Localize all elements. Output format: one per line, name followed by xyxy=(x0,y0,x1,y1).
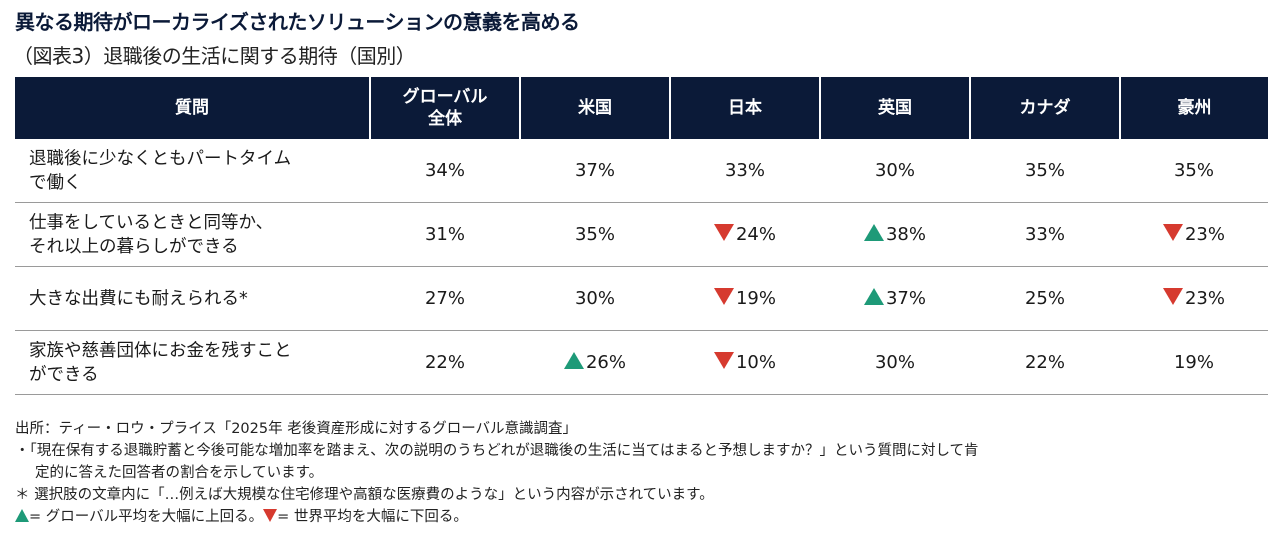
cell-value: 30% xyxy=(574,288,615,309)
triangle-down-icon xyxy=(263,509,278,522)
triangle-up-icon xyxy=(563,352,584,369)
question-cell: 大きな出費にも耐えられる* xyxy=(15,266,370,331)
figure-subtitle: （図表3）退職後の生活に関する期待（国別） xyxy=(13,44,416,68)
value-cell: 25% xyxy=(970,266,1120,331)
asterisk-note: ＊ 選択肢の文章内に「…例えば大規模な住宅修理や高額な医療費のような」という内容… xyxy=(15,487,714,503)
value-cell: 35% xyxy=(970,139,1120,203)
cell-value: 33% xyxy=(724,160,765,181)
value-cell: 22% xyxy=(970,330,1120,395)
value-cell: 37% xyxy=(820,266,970,331)
value-cell: 35% xyxy=(1120,139,1268,203)
question-cell: 家族や慈善団体にお金を残すこと ができる xyxy=(15,330,370,395)
cell-value: 27% xyxy=(424,288,465,309)
column-header: 英国 xyxy=(820,77,971,139)
value-cell: 38% xyxy=(820,202,970,267)
column-header: 質問 xyxy=(15,77,371,139)
cell-value: 30% xyxy=(874,352,915,373)
cell-value: 22% xyxy=(424,352,465,373)
value-cell: 30% xyxy=(820,139,970,203)
cell-value: 22% xyxy=(1024,352,1065,373)
question-note: ・「現在保有する退職貯蓄と今後可能な増加率を踏まえ、次の説明のうちどれが退職後の… xyxy=(15,443,979,459)
cell-value: 10% xyxy=(735,352,776,373)
cell-value: 38% xyxy=(885,224,926,245)
legend-up-text: = グローバル平均を大幅に上回る。 xyxy=(29,509,264,525)
cell-value: 30% xyxy=(874,160,915,181)
triangle-down-icon xyxy=(1162,288,1183,305)
value-cell: 31% xyxy=(370,202,520,267)
triangle-down-icon xyxy=(713,288,734,305)
source-note: 出所：ティー・ロウ・プライス「2025年 老後資産形成に対するグローバル意識調査… xyxy=(15,421,578,437)
triangle-down-icon xyxy=(713,352,734,369)
cell-value: 23% xyxy=(1184,224,1225,245)
page-title: 異なる期待がローカライズされたソリューションの意義を高める xyxy=(15,10,580,34)
expectations-table: 質問 グローバル 全体 米国 日本 英国 カナダ 豪州 退職後に少なくともパートタイム で働… xyxy=(15,77,1268,395)
value-cell: 30% xyxy=(520,266,670,331)
table-row: 大きな出費にも耐えられる* 27% 30% 19% 37% 25% 23% xyxy=(15,266,1268,331)
legend-note: = グローバル平均を大幅に上回る。 = 世界平均を大幅に下回る。 xyxy=(15,506,1270,528)
cell-value: 35% xyxy=(574,224,615,245)
value-cell: 23% xyxy=(1120,266,1268,331)
cell-value: 19% xyxy=(1173,352,1214,373)
cell-value: 35% xyxy=(1024,160,1065,181)
cell-value: 33% xyxy=(1024,224,1065,245)
value-cell: 26% xyxy=(520,330,670,395)
legend-down-text: = 世界平均を大幅に下回る。 xyxy=(277,509,468,525)
value-cell: 35% xyxy=(520,202,670,267)
value-cell: 34% xyxy=(370,139,520,203)
value-cell: 19% xyxy=(1120,330,1268,395)
value-cell: 24% xyxy=(670,202,820,267)
cell-value: 34% xyxy=(424,160,465,181)
cell-value: 35% xyxy=(1173,160,1214,181)
column-header: カナダ xyxy=(970,77,1121,139)
cell-value: 19% xyxy=(735,288,776,309)
triangle-down-icon xyxy=(1162,224,1183,241)
question-cell: 退職後に少なくともパートタイム で働く xyxy=(15,139,370,203)
footnotes: 出所：ティー・ロウ・プライス「2025年 老後資産形成に対するグローバル意識調査… xyxy=(15,418,1270,528)
table-row: 家族や慈善団体にお金を残すこと ができる 22% 26% 10% 30% 22% 19% xyxy=(15,330,1268,395)
table-row: 退職後に少なくともパートタイム で働く 34% 37% 33% 30% 35% 35% xyxy=(15,139,1268,203)
question-cell: 仕事をしているときと同等か、 それ以上の暮らしができる xyxy=(15,202,370,267)
value-cell: 22% xyxy=(370,330,520,395)
table-row: 仕事をしているときと同等か、 それ以上の暮らしができる 31% 35% 24% 38% 3… xyxy=(15,202,1268,267)
value-cell: 37% xyxy=(520,139,670,203)
triangle-down-icon xyxy=(713,224,734,241)
value-cell: 23% xyxy=(1120,202,1268,267)
triangle-up-icon xyxy=(15,509,29,522)
cell-value: 25% xyxy=(1024,288,1065,309)
column-header: 米国 xyxy=(520,77,671,139)
value-cell: 27% xyxy=(370,266,520,331)
table-header-row: 質問 グローバル 全体 米国 日本 英国 カナダ 豪州 xyxy=(15,77,1268,139)
triangle-up-icon xyxy=(863,288,884,305)
value-cell: 33% xyxy=(670,139,820,203)
cell-value: 23% xyxy=(1184,288,1225,309)
triangle-up-icon xyxy=(863,224,884,241)
cell-value: 37% xyxy=(574,160,615,181)
column-header: 豪州 xyxy=(1120,77,1268,139)
cell-value: 24% xyxy=(735,224,776,245)
column-header: グローバル 全体 xyxy=(370,77,521,139)
value-cell: 19% xyxy=(670,266,820,331)
cell-value: 31% xyxy=(424,224,465,245)
value-cell: 33% xyxy=(970,202,1120,267)
column-header: 日本 xyxy=(670,77,821,139)
cell-value: 26% xyxy=(585,352,626,373)
question-note-cont: 定的に答えた回答者の割合を示しています。 xyxy=(35,465,324,481)
cell-value: 37% xyxy=(885,288,926,309)
value-cell: 10% xyxy=(670,330,820,395)
value-cell: 30% xyxy=(820,330,970,395)
